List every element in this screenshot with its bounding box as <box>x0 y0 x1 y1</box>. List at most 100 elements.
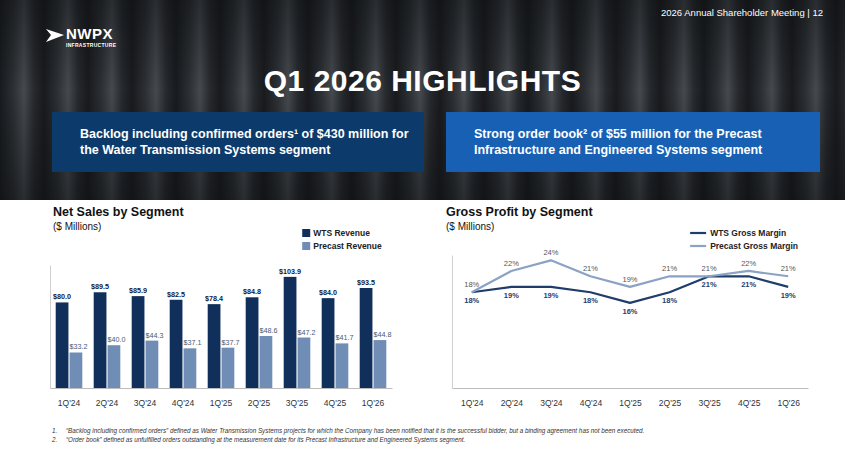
legend-item: Precast Revenue <box>302 241 382 251</box>
x-axis: 1Q'24 2Q'24 3Q'24 4Q'24 1Q'25 2Q'25 3Q'25 4Q'25… <box>51 389 393 409</box>
x-tick: 3Q'24 <box>540 398 563 408</box>
line-label: 22% <box>504 259 519 268</box>
x-tick: 4Q'24 <box>580 398 603 408</box>
bar <box>284 277 297 388</box>
x-tick: 3Q'25 <box>698 398 721 408</box>
legend-item: WTS Revenue <box>302 228 370 238</box>
logo-icon <box>44 26 66 44</box>
x-tick: 3Q'24 <box>134 398 157 408</box>
footnote: 1.“Backlog including confirmed orders” d… <box>52 427 644 436</box>
bar <box>56 302 69 388</box>
line-label: 21% <box>583 264 598 273</box>
y-axis-line <box>452 256 453 389</box>
data-labels: 18%19%19%18%16%18%21%21%19%18%22%24%21%1… <box>464 248 796 316</box>
line-label: 21% <box>702 264 717 273</box>
footnote-text: “Backlog including confirmed orders” def… <box>66 427 644 434</box>
line-label: 19% <box>622 275 637 284</box>
x-tick: 1Q'25 <box>619 398 642 408</box>
bar-label: $40.0 <box>108 335 126 344</box>
x-axis: 1Q'242Q'243Q'244Q'241Q'252Q'253Q'254Q'25… <box>453 389 809 409</box>
x-tick-label: 3Q'25 <box>698 398 721 408</box>
x-tick-label: 1Q'26 <box>778 398 801 408</box>
legend-label: Precast Revenue <box>313 241 382 251</box>
legend-label: Precast Gross Margin <box>710 241 798 251</box>
footnote-text: “Order book” defined as unfulfilled orde… <box>66 436 465 443</box>
chart-title: Gross Profit by Segment <box>446 205 593 219</box>
bar-label: $78.4 <box>205 294 223 303</box>
x-tick: 1Q'25 <box>210 398 233 408</box>
y-axis <box>452 256 453 389</box>
bar <box>208 304 221 388</box>
x-tick-label: 4Q'24 <box>580 398 603 408</box>
chart-1: Gross Profit by Segment($ Millions)1Q'24… <box>446 205 809 408</box>
bar <box>322 298 335 388</box>
x-tick-label: 2Q'24 <box>501 398 524 408</box>
x-tick-label: 4Q'25 <box>324 398 347 408</box>
bar <box>260 336 273 388</box>
chart-title: Net Sales by Segment <box>53 205 184 219</box>
meeting-label: 2026 Annual Shareholder Meeting | 12 <box>661 7 823 18</box>
footnote: 2.“Order book” defined as unfulfilled or… <box>52 436 465 445</box>
highlight-box: Backlog including confirmed orders¹ of $… <box>52 112 424 172</box>
line-label: 21% <box>741 280 756 289</box>
line-label: 21% <box>702 280 717 289</box>
bar <box>374 340 387 388</box>
legend-swatch <box>302 229 310 237</box>
legend-swatch <box>302 242 310 250</box>
x-tick: 2Q'25 <box>659 398 682 408</box>
bar-label: $85.9 <box>129 286 147 295</box>
footnote-number: 2. <box>52 436 66 445</box>
bar-label: $93.5 <box>357 278 375 287</box>
x-tick: 2Q'24 <box>96 398 119 408</box>
line-label: 24% <box>543 248 558 257</box>
bar-label: $44.3 <box>146 331 164 340</box>
legend-swatch <box>690 232 706 234</box>
x-tick: 1Q'24 <box>461 398 484 408</box>
line-label: 18% <box>464 280 479 289</box>
x-tick: 2Q'25 <box>248 398 271 408</box>
data-labels: $80.0$89.5$85.9$82.5$78.4$84.8$103.9$84.… <box>53 267 391 352</box>
bar <box>222 348 235 388</box>
line-label: 21% <box>781 264 796 273</box>
legend-item: Precast Gross Margin <box>690 241 798 251</box>
chart-0: Net Sales by Segment($ Millions)1Q'242Q'… <box>51 205 393 408</box>
logo-text: NWPX <box>66 25 113 42</box>
page-title: Q1 2026 HIGHLIGHTS <box>0 64 845 98</box>
x-tick-label: 1Q'26 <box>362 398 385 408</box>
x-tick: 1Q'26 <box>362 398 385 408</box>
line-label: 21% <box>662 264 677 273</box>
bar-label: $37.1 <box>184 338 202 347</box>
bar <box>336 343 349 388</box>
x-tick-label: 1Q'25 <box>210 398 233 408</box>
legend-label: WTS Gross Margin <box>710 228 786 238</box>
legend: WTS Gross Margin Precast Gross Margin <box>690 228 798 251</box>
footnote-number: 1. <box>52 427 66 436</box>
x-tick: 4Q'24 <box>172 398 195 408</box>
line-label: 19% <box>504 291 519 300</box>
x-tick: 1Q'24 <box>58 398 81 408</box>
legend: WTS Revenue Precast Revenue <box>302 228 382 251</box>
bar-label: $44.8 <box>374 330 392 339</box>
line-label: 22% <box>741 259 756 268</box>
y-axis-line <box>50 266 51 389</box>
x-tick: 4Q'25 <box>324 398 347 408</box>
x-tick-label: 1Q'25 <box>619 398 642 408</box>
line-label: 18% <box>464 296 479 305</box>
bar <box>360 288 373 388</box>
bar-label: $41.7 <box>336 333 354 342</box>
bar <box>146 341 159 388</box>
x-tick: 1Q'26 <box>778 398 801 408</box>
line-label: 19% <box>543 291 558 300</box>
bar <box>132 296 145 388</box>
x-tick-label: 2Q'25 <box>659 398 682 408</box>
bar <box>184 348 197 388</box>
x-tick-label: 3Q'25 <box>286 398 309 408</box>
bar-label: $37.7 <box>222 338 240 347</box>
line-label: 18% <box>662 296 677 305</box>
x-tick-label: 4Q'24 <box>172 398 195 408</box>
bar <box>298 338 311 388</box>
bar <box>246 297 259 388</box>
bar <box>170 300 183 388</box>
legend-item: WTS Gross Margin <box>690 228 786 238</box>
logo-subtitle: INFRASTRUCTURE <box>66 42 116 48</box>
